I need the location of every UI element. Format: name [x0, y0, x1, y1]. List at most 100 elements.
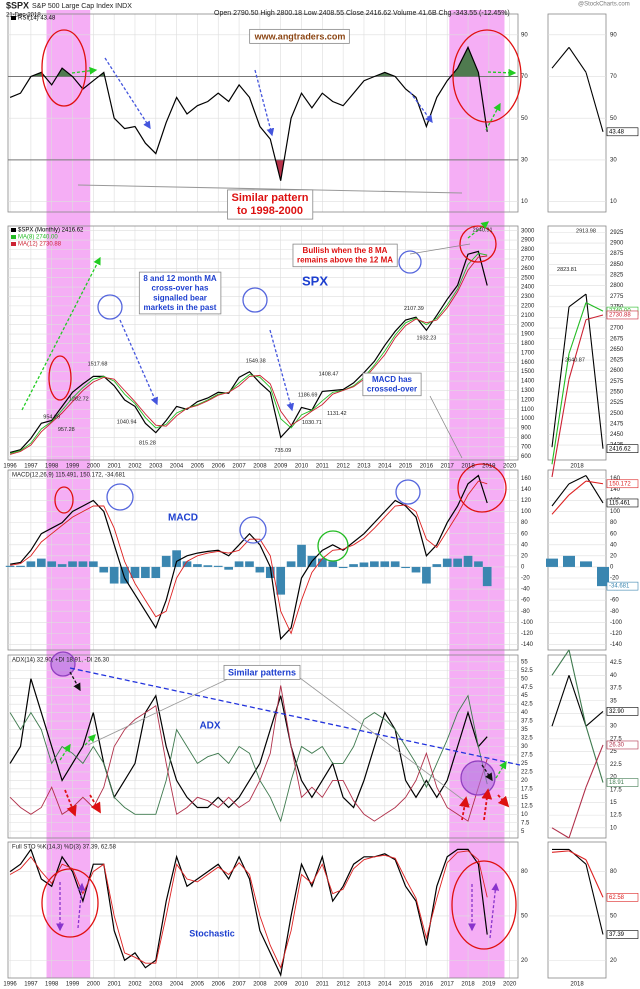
mini-series-segment: [585, 726, 604, 783]
y-tick-label: 0: [521, 565, 525, 571]
series-line: [10, 474, 488, 641]
mini-series-segment: [568, 302, 587, 354]
x-tick-label: 2007: [232, 982, 246, 988]
x-tick-label: 2007: [232, 464, 246, 470]
y-tick-label: -20: [521, 576, 530, 582]
last-value-label: 115.461: [609, 501, 631, 507]
mini-y-tick-label: 35: [610, 698, 617, 704]
x-tick-label: 1997: [24, 464, 38, 470]
y-tick-label: 35: [521, 727, 528, 733]
mini-y-tick-label: 40: [610, 673, 617, 679]
histogram-bar: [380, 561, 390, 567]
mini-y-tick-label: 15: [610, 800, 617, 806]
mini-y-tick-label: 90: [610, 32, 617, 38]
y-tick-label: 17.5: [521, 786, 533, 792]
y-tick-label: 70: [521, 74, 528, 80]
y-tick-label: 50: [521, 913, 528, 919]
mini-series-segment: [585, 864, 604, 935]
y-tick-label: 20: [521, 553, 528, 559]
mini-y-tick-label: 20: [610, 553, 617, 559]
mini-series-segment: [585, 475, 604, 504]
mini-series-segment: [568, 480, 587, 496]
mini-series-segment: [568, 649, 587, 727]
highlight-circle: [398, 250, 422, 274]
last-value-box: [606, 127, 639, 137]
mini-series-segment: [568, 319, 587, 380]
histogram-bar: [276, 566, 286, 595]
annotation-text: www.angtraders.com: [254, 31, 346, 41]
callout-line: [409, 243, 471, 255]
y-tick-label: 90: [521, 32, 528, 38]
y-tick-label: 10: [521, 812, 528, 818]
mini-y-tick-label: -100: [610, 620, 623, 626]
last-value-label: 26.30: [609, 743, 625, 749]
y-tick-label: 47.5: [521, 685, 533, 691]
series-line: [9, 694, 488, 823]
histogram-bar: [224, 566, 233, 570]
histogram-bar: [432, 564, 442, 567]
histogram-bar: [26, 561, 36, 567]
source: @StockCharts.com: [578, 2, 630, 8]
panel-frame: [7, 469, 519, 651]
x-tick-label: 2008: [253, 464, 267, 470]
histogram-bar: [442, 558, 452, 567]
mini-price-label: 2640.87: [565, 358, 585, 364]
mini-y-tick-label: 2800: [610, 283, 624, 289]
arrow: [69, 671, 81, 692]
y-tick-label: 1200: [521, 397, 535, 403]
plot-layer: [5, 45, 609, 977]
x-tick-label: 2009: [274, 464, 288, 470]
price-label: 1131.42: [327, 411, 346, 417]
annotation-text: crossed-over: [367, 385, 417, 394]
x-tick-label: 2002: [128, 464, 142, 470]
histogram-bar: [16, 565, 25, 567]
price-label: 1517.68: [88, 361, 108, 367]
highlight-ellipse: [451, 860, 517, 950]
x-tick-label: 1999: [66, 464, 80, 470]
series-line: [9, 45, 488, 181]
arrow: [489, 882, 500, 939]
x-tick-label: 2002: [128, 982, 142, 988]
x-tick-label: 2000: [87, 464, 101, 470]
y-tick-label: 800: [521, 435, 532, 441]
y-tick-label: 50: [521, 676, 528, 682]
y-tick-label: 25: [521, 761, 528, 767]
x-tick-label: 2005: [191, 464, 205, 470]
arrow: [84, 734, 96, 746]
price-label: 1549.38: [246, 358, 266, 364]
y-tick-label: 20: [521, 958, 528, 964]
histogram-bar: [141, 566, 150, 578]
y-tick-label: 160: [521, 476, 532, 482]
x-tick-label: 2014: [378, 982, 392, 988]
highlight-ellipse: [41, 868, 99, 938]
arrow: [104, 57, 151, 130]
last-value-label: -34.681: [609, 584, 630, 590]
histogram-bar: [36, 558, 46, 567]
mini-y-tick-label: 2550: [610, 390, 624, 396]
panel-frame: [7, 225, 519, 461]
mini-y-tick-label: 0: [610, 565, 614, 571]
annotation-text: Stochastic: [189, 928, 235, 938]
x-tick-label: 2000: [87, 982, 101, 988]
series-line: [9, 250, 488, 454]
y-tick-label: 1300: [521, 388, 535, 394]
annotation-text: to 1998-2000: [237, 205, 303, 217]
x-tick-label: 2015: [399, 464, 413, 470]
arrow: [64, 789, 77, 817]
y-tick-label: 1000: [521, 416, 535, 422]
mini-series-segment: [585, 72, 604, 132]
mini-y-tick-label: 2675: [610, 336, 624, 342]
mini-y-tick-label: 22.5: [610, 762, 622, 768]
mini-series-segment: [585, 711, 604, 727]
annotation: Stochastic: [189, 928, 235, 938]
y-tick-label: 2100: [521, 313, 535, 319]
x-tick-label: 2016: [420, 464, 434, 470]
panel-frame: [7, 841, 519, 979]
annotation-text: MACD: [168, 513, 198, 524]
x-tick-label: 2003: [149, 982, 163, 988]
mini-histogram-bar: [563, 555, 575, 567]
pattern-line: [77, 184, 463, 194]
y-tick-label: 1600: [521, 360, 535, 366]
y-tick-label: -60: [521, 598, 530, 604]
mini-panel-frame: [547, 13, 607, 213]
